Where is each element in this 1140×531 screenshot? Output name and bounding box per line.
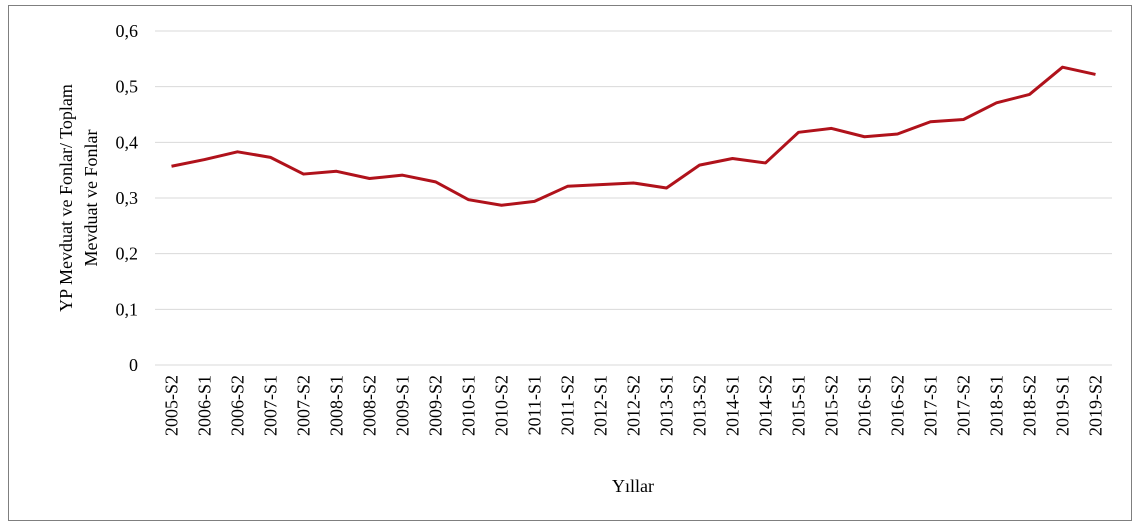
y-axis-title: Mevduat ve Fonlar	[81, 130, 101, 267]
y-axis-title: YP Mevduat ve Fonlar/ Toplam	[56, 84, 76, 312]
x-tick-label: 2008-S2	[360, 375, 380, 436]
x-tick-label: 2013-S2	[690, 375, 710, 436]
y-tick-label: 0	[129, 355, 138, 375]
chart-border	[8, 5, 1132, 521]
x-tick-label: 2008-S1	[327, 375, 347, 436]
x-tick-label: 2007-S1	[261, 375, 281, 436]
x-tick-label: 2006-S1	[195, 375, 215, 436]
y-tick-label: 0,3	[116, 188, 139, 208]
y-tick-label: 0,6	[116, 21, 139, 41]
y-tick-label: 0,5	[116, 77, 139, 97]
x-tick-label: 2009-S2	[426, 375, 446, 436]
x-tick-label: 2018-S1	[987, 375, 1007, 436]
x-tick-label: 2017-S1	[921, 375, 941, 436]
x-tick-label: 2015-S2	[822, 375, 842, 436]
x-tick-label: 2016-S2	[888, 375, 908, 436]
x-tick-label: 2015-S1	[789, 375, 809, 436]
x-tick-label: 2019-S2	[1086, 375, 1106, 436]
x-tick-label: 2012-S2	[624, 375, 644, 436]
x-tick-label: 2011-S2	[558, 375, 578, 435]
x-tick-label: 2014-S1	[723, 375, 743, 436]
x-tick-label: 2013-S1	[657, 375, 677, 436]
x-tick-label: 2019-S1	[1053, 375, 1073, 436]
x-tick-label: 2016-S1	[855, 375, 875, 436]
x-tick-label: 2009-S1	[393, 375, 413, 436]
x-tick-label: 2014-S2	[756, 375, 776, 436]
x-tick-label: 2010-S1	[459, 375, 479, 436]
x-tick-label: 2007-S2	[294, 375, 314, 436]
x-tick-label: 2010-S2	[492, 375, 512, 436]
data-line	[171, 65, 1096, 207]
y-tick-label: 0,1	[116, 299, 139, 319]
x-tick-label: 2011-S1	[525, 375, 545, 435]
x-tick-label: 2006-S2	[228, 375, 248, 436]
x-axis-title: Yıllar	[612, 476, 654, 496]
y-tick-label: 0,2	[116, 244, 139, 264]
x-tick-label: 2017-S2	[954, 375, 974, 436]
y-tick-label: 0,4	[116, 132, 139, 152]
x-tick-label: 2012-S1	[591, 375, 611, 436]
x-tick-label: 2018-S2	[1020, 375, 1040, 436]
x-tick-label: 2005-S2	[162, 375, 182, 436]
